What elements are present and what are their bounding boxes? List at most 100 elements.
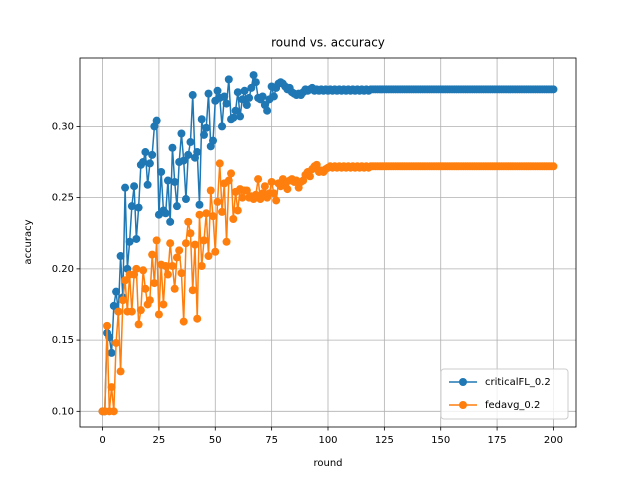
data-point	[116, 252, 125, 261]
y-tick-label: 0.30	[52, 121, 74, 132]
data-point	[220, 92, 229, 101]
data-point	[272, 196, 281, 205]
data-point	[238, 193, 247, 202]
y-tick-label: 0.25	[52, 193, 74, 204]
data-point	[197, 115, 206, 124]
x-tick-label: 0	[99, 435, 105, 446]
data-point	[188, 91, 197, 100]
data-point	[247, 83, 256, 92]
data-point	[193, 148, 202, 157]
data-point	[197, 262, 206, 271]
data-point	[218, 207, 227, 216]
data-point	[236, 112, 245, 121]
data-point	[200, 236, 208, 245]
data-point	[549, 162, 558, 171]
data-point	[109, 301, 118, 310]
legend-marker	[459, 401, 467, 409]
data-point	[269, 189, 278, 198]
data-point	[181, 195, 190, 204]
data-point	[186, 229, 195, 238]
data-point	[222, 99, 231, 108]
x-tick-label: 150	[431, 435, 450, 446]
x-axis-label: round	[313, 458, 342, 469]
legend-label: fedavg_0.2	[485, 400, 540, 411]
data-point	[134, 320, 143, 329]
data-point	[213, 197, 222, 206]
data-point	[121, 276, 130, 285]
data-point	[242, 186, 251, 195]
legend-marker	[459, 378, 467, 386]
data-point	[109, 407, 118, 416]
y-axis-label: accuracy	[23, 219, 34, 264]
data-point	[152, 116, 161, 125]
data-point	[114, 307, 123, 316]
x-tick-label: 25	[153, 435, 166, 446]
data-point	[134, 203, 143, 212]
y-tick-label: 0.20	[52, 264, 74, 275]
data-point	[184, 217, 193, 226]
data-point	[240, 86, 249, 95]
data-point	[254, 175, 263, 184]
data-point	[107, 348, 116, 357]
data-point	[186, 138, 195, 147]
data-point	[166, 239, 175, 248]
chart-title: round vs. accuracy	[271, 36, 385, 50]
data-point	[177, 129, 186, 138]
data-point	[193, 314, 202, 323]
data-point	[202, 123, 211, 132]
data-point	[166, 217, 175, 226]
data-point	[549, 85, 558, 94]
data-point	[175, 246, 184, 255]
data-point	[263, 106, 272, 115]
data-point	[249, 71, 258, 80]
data-point	[238, 95, 247, 104]
data-point	[157, 167, 166, 176]
data-point	[127, 202, 136, 211]
data-point	[245, 93, 254, 102]
data-point	[112, 338, 121, 347]
data-point	[170, 177, 179, 186]
x-tick-label: 200	[544, 435, 563, 446]
data-point	[312, 160, 321, 169]
data-point	[204, 252, 213, 261]
data-point	[190, 240, 199, 249]
data-point	[215, 159, 224, 168]
x-tick-label: 125	[375, 435, 394, 446]
data-point	[170, 284, 179, 293]
data-point	[172, 202, 181, 211]
data-point	[218, 122, 227, 131]
data-point	[209, 212, 218, 221]
data-point	[168, 143, 177, 152]
legend: criticalFL_0.2 fedavg_0.2	[440, 368, 569, 420]
data-point	[116, 367, 125, 376]
data-point	[141, 284, 150, 293]
data-point	[229, 214, 238, 223]
data-point	[179, 156, 188, 165]
data-point	[121, 183, 130, 192]
data-point	[148, 250, 157, 259]
x-tick-label: 175	[488, 435, 507, 446]
data-point	[163, 270, 172, 279]
data-point	[139, 266, 148, 275]
data-point	[222, 237, 231, 246]
x-tick-label: 75	[265, 435, 278, 446]
data-point	[213, 86, 222, 95]
data-point	[195, 200, 204, 209]
data-point	[229, 113, 238, 122]
data-point	[283, 185, 292, 194]
data-point	[209, 136, 218, 145]
data-point	[305, 172, 314, 181]
data-point	[206, 186, 215, 195]
data-point	[233, 88, 242, 97]
y-tick-label: 0.15	[52, 335, 74, 346]
data-point	[136, 306, 145, 315]
data-point	[125, 237, 134, 246]
data-point	[118, 296, 127, 305]
data-point	[202, 209, 211, 218]
legend-label: criticalFL_0.2	[485, 377, 551, 388]
data-point	[132, 234, 141, 243]
data-point	[224, 176, 233, 185]
data-point	[127, 307, 136, 316]
